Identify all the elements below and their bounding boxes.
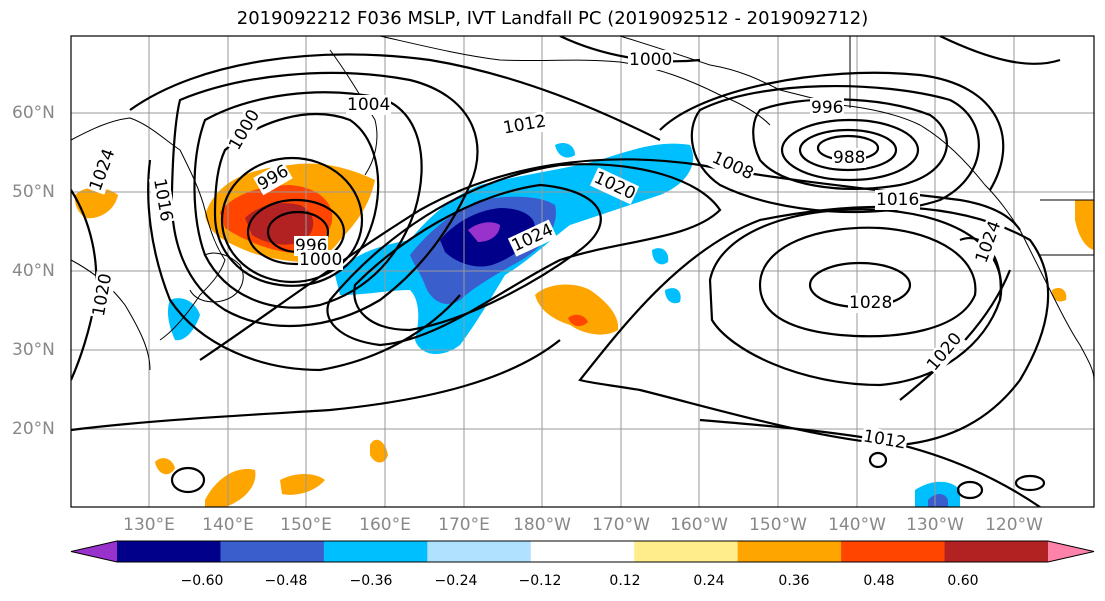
lon-label-150w: 150°W bbox=[749, 515, 807, 535]
negative-ivt-min bbox=[468, 222, 500, 242]
lon-label-140w: 140°W bbox=[828, 515, 886, 535]
positive-ivt-patch-south-1 bbox=[155, 458, 175, 475]
colorbar-outline bbox=[70, 540, 1095, 563]
positive-ivt-patch-coast bbox=[1052, 288, 1067, 302]
isobar-996-ak bbox=[780, 118, 920, 182]
positive-ivt-patch-west bbox=[74, 187, 118, 219]
isobar-label: 1004 bbox=[346, 95, 392, 115]
colorbar-tick-label: 0.60 bbox=[947, 573, 979, 589]
isobar-closed-south-2 bbox=[868, 451, 888, 469]
coast-bering bbox=[379, 36, 771, 126]
isobar-label: 1000 bbox=[628, 50, 674, 70]
map-title: 2019092212 F036 MSLP, IVT Landfall PC (2… bbox=[236, 8, 869, 29]
colorbar-segment bbox=[737, 541, 842, 562]
positive-ivt-max-japan bbox=[245, 203, 314, 245]
isobar-1012 bbox=[129, 53, 661, 141]
isobar-1004-jp bbox=[193, 91, 423, 309]
colorbar-segment bbox=[117, 541, 221, 562]
lon-label-130e: 130°E bbox=[123, 515, 175, 535]
lon-label-120w: 120°W bbox=[985, 515, 1043, 535]
isobar-992-ak bbox=[798, 128, 898, 172]
isobar-1000-jp bbox=[213, 113, 380, 287]
colorbar-tick-label: 0.12 bbox=[609, 573, 641, 589]
colorbar-segment bbox=[944, 541, 1049, 562]
positive-ivt-patch-ne bbox=[1075, 200, 1094, 250]
isobar-label: 1000 bbox=[298, 250, 344, 270]
isobar-label: 988 bbox=[832, 148, 867, 168]
lon-label-180w: 180°W bbox=[513, 515, 571, 535]
negative-ivt-patch-mid bbox=[652, 248, 669, 265]
isobar-low-jp-2 bbox=[246, 198, 346, 266]
border-canada-us bbox=[1040, 199, 1094, 256]
lon-label-170w: 170°W bbox=[592, 515, 650, 535]
colorbar-segment bbox=[427, 541, 532, 562]
lon-label-150e: 150°E bbox=[280, 515, 332, 535]
colorbar-segment bbox=[841, 541, 946, 562]
isobar-closed-south-3 bbox=[956, 480, 984, 500]
colorbar-tick-label: −0.24 bbox=[434, 573, 478, 589]
colorbar-tick-label: −0.60 bbox=[180, 573, 224, 589]
lon-label-130w: 130°W bbox=[906, 515, 964, 535]
map-border bbox=[70, 35, 1095, 508]
isobar-1016-central bbox=[199, 158, 1021, 361]
isobar-1016-east bbox=[578, 205, 1050, 447]
colorbar-tick-label: −0.48 bbox=[264, 573, 308, 589]
lat-label-20n: 20°N bbox=[12, 419, 55, 439]
positive-ivt-patch-south-2 bbox=[205, 469, 256, 507]
isobar-label: 996 bbox=[810, 98, 845, 118]
positive-ivt-patch-central-core bbox=[568, 314, 588, 327]
coast-kamchatka bbox=[329, 49, 378, 176]
negative-ivt-patch-south-east-core bbox=[928, 494, 948, 507]
colorbar-segment bbox=[323, 541, 428, 562]
coast-asia bbox=[71, 117, 226, 371]
coast-japan bbox=[189, 252, 244, 303]
isobar-label: 1016 bbox=[875, 190, 921, 210]
colorbar-tick-label: 0.24 bbox=[693, 573, 725, 589]
coast-na-west bbox=[1019, 229, 1094, 381]
positive-ivt-patch-south-4 bbox=[370, 439, 388, 463]
colorbar-tick-label: −0.12 bbox=[518, 573, 562, 589]
colorbar-extend-max bbox=[1048, 541, 1094, 562]
isobar-1000-ak bbox=[752, 98, 948, 190]
lat-label-40n: 40°N bbox=[12, 261, 55, 281]
colorbar-segment bbox=[530, 541, 635, 562]
isobar-1024-central bbox=[353, 183, 602, 332]
lon-label-160w: 160°W bbox=[670, 515, 728, 535]
colorbar-segment bbox=[634, 541, 739, 562]
negative-ivt-patch-alaska bbox=[555, 143, 575, 158]
colorbar-tick-label: 0.36 bbox=[778, 573, 810, 589]
isobar-low-jp-3 bbox=[220, 156, 364, 284]
lon-label-170e: 170°E bbox=[438, 515, 490, 535]
positive-ivt-patch-south-3 bbox=[280, 474, 325, 495]
isobar-1020-coast bbox=[899, 269, 1012, 401]
lat-label-60n: 60°N bbox=[12, 103, 55, 123]
colorbar-tick-label: −0.36 bbox=[349, 573, 393, 589]
lat-label-50n: 50°N bbox=[12, 182, 55, 202]
lon-label-140e: 140°E bbox=[202, 515, 254, 535]
colorbar bbox=[70, 540, 1095, 563]
lat-label-30n: 30°N bbox=[12, 340, 55, 360]
isobar-label: 1028 bbox=[848, 293, 894, 313]
colorbar-extend-min bbox=[71, 541, 117, 562]
isobar-1024-east bbox=[758, 226, 977, 338]
colorbar-tick-label: 0.48 bbox=[863, 573, 895, 589]
colorbar-segment bbox=[220, 541, 325, 562]
lon-label-160e: 160°E bbox=[359, 515, 411, 535]
isobar-1000-north bbox=[559, 36, 1061, 65]
isobar-closed-south-4 bbox=[1014, 474, 1046, 492]
positive-ivt-patch-central bbox=[535, 284, 619, 335]
isobar-closed-south-1 bbox=[170, 466, 206, 494]
isobar-1008-ak bbox=[659, 71, 1005, 191]
negative-ivt-patch-east bbox=[665, 288, 681, 304]
isobar-1004-ak bbox=[690, 84, 980, 214]
isobar-1020-central bbox=[326, 163, 722, 347]
